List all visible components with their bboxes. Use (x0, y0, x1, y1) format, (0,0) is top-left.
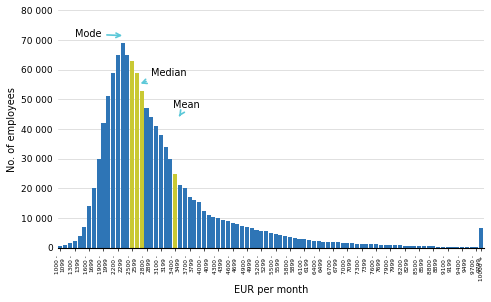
Bar (249, 229, 254, 248)
Bar (254, 230, 259, 248)
Bar (164, 147, 168, 248)
Bar (450, 247, 455, 248)
Text: Mode: Mode (75, 29, 120, 39)
Bar (288, 237, 292, 248)
Bar (116, 55, 120, 248)
Bar (173, 174, 177, 248)
Bar (231, 223, 235, 248)
Bar (417, 246, 421, 248)
Bar (393, 245, 397, 248)
Bar (273, 234, 277, 248)
Bar (130, 61, 134, 248)
Bar (68, 243, 72, 248)
Bar (469, 247, 474, 248)
Bar (140, 91, 144, 248)
Bar (197, 202, 201, 248)
Bar (460, 247, 464, 248)
Bar (465, 247, 469, 248)
Bar (92, 188, 96, 248)
Bar (82, 227, 86, 248)
Bar (159, 135, 163, 248)
Bar (278, 235, 282, 248)
Bar (202, 211, 206, 248)
Bar (97, 159, 101, 248)
Bar (63, 245, 67, 248)
Bar (364, 244, 368, 248)
Bar (102, 123, 106, 248)
Bar (432, 246, 436, 248)
Bar (212, 217, 216, 248)
Bar (269, 233, 273, 248)
Bar (479, 229, 483, 248)
Bar (379, 245, 383, 248)
Bar (427, 246, 431, 248)
Bar (207, 215, 211, 248)
Bar (302, 239, 306, 248)
Bar (125, 55, 130, 248)
Bar (259, 230, 263, 248)
Bar (73, 241, 77, 248)
Bar (283, 236, 287, 248)
X-axis label: EUR per month: EUR per month (234, 285, 308, 295)
Bar (154, 126, 158, 248)
Bar (221, 220, 225, 248)
Bar (149, 117, 153, 248)
Bar (58, 246, 62, 248)
Bar (226, 221, 230, 248)
Bar (293, 238, 297, 248)
Bar (408, 246, 411, 248)
Text: Mean: Mean (173, 100, 199, 116)
Bar (168, 159, 172, 248)
Bar (317, 241, 321, 248)
Bar (235, 224, 240, 248)
Text: Median: Median (142, 68, 187, 83)
Bar (355, 244, 359, 248)
Bar (216, 218, 220, 248)
Bar (326, 242, 330, 248)
Bar (350, 243, 354, 248)
Bar (383, 245, 387, 248)
Bar (322, 242, 326, 248)
Bar (298, 239, 301, 248)
Bar (264, 231, 268, 248)
Bar (436, 246, 440, 248)
Bar (192, 200, 196, 248)
Bar (345, 243, 350, 248)
Bar (446, 247, 450, 248)
Bar (398, 246, 402, 248)
Bar (135, 73, 139, 248)
Bar (240, 226, 244, 248)
Bar (183, 188, 187, 248)
Bar (307, 240, 311, 248)
Bar (87, 206, 91, 248)
Bar (178, 185, 182, 248)
Bar (336, 243, 340, 248)
Bar (188, 197, 191, 248)
Bar (312, 241, 316, 248)
Bar (331, 242, 335, 248)
Bar (106, 96, 110, 248)
Y-axis label: No. of employees: No. of employees (7, 87, 17, 172)
Bar (144, 108, 149, 248)
Bar (374, 245, 378, 248)
Bar (121, 43, 125, 248)
Bar (340, 243, 345, 248)
Bar (474, 247, 478, 248)
Bar (78, 236, 82, 248)
Bar (441, 247, 445, 248)
Bar (412, 246, 416, 248)
Bar (455, 247, 459, 248)
Bar (111, 73, 115, 248)
Bar (245, 227, 249, 248)
Bar (388, 245, 392, 248)
Bar (359, 244, 364, 248)
Bar (422, 246, 426, 248)
Bar (403, 246, 407, 248)
Bar (369, 244, 373, 248)
